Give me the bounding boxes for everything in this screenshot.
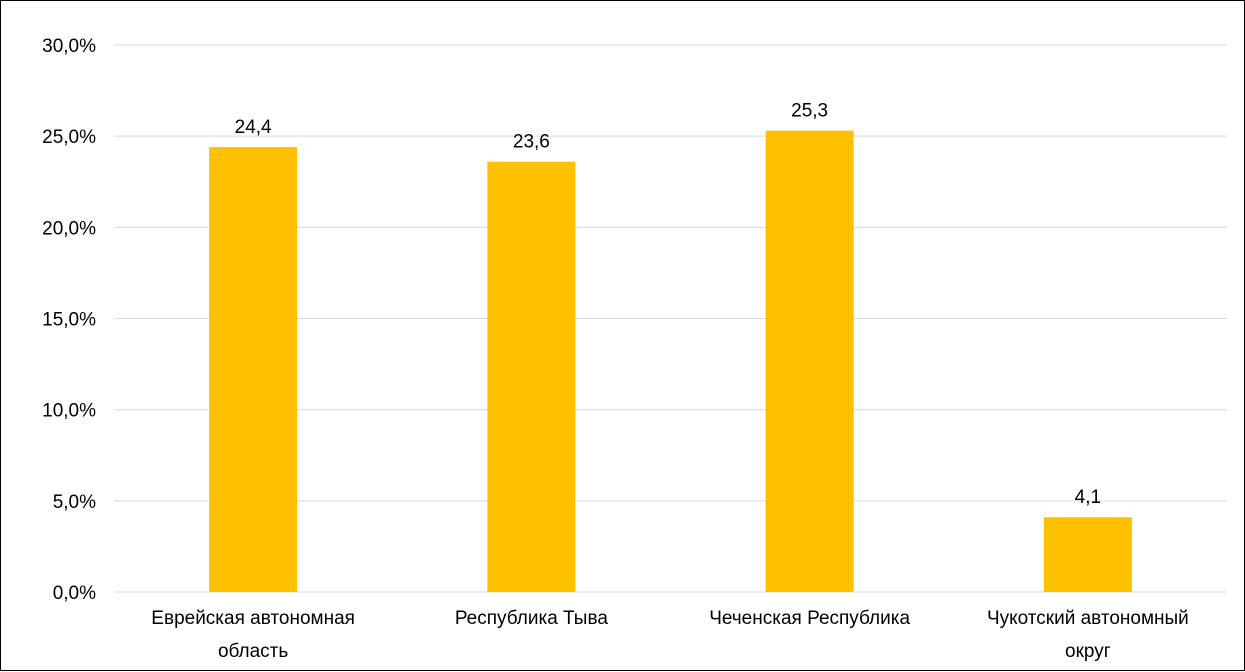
data-label: 25,3: [791, 101, 828, 122]
y-tick-label: 30,0%: [42, 36, 96, 57]
y-tick-label: 20,0%: [42, 218, 96, 239]
x-axis-category-labels: Еврейская автономная область Республика Ты…: [151, 608, 1189, 662]
category-label: Еврейская автономная: [151, 608, 355, 629]
gridlines: [114, 44, 1227, 593]
y-tick-label: 0,0%: [53, 583, 96, 604]
data-label: 24,4: [235, 117, 272, 138]
data-label: 23,6: [513, 132, 550, 153]
y-axis-tick-labels: 0,0% 5,0% 10,0% 15,0% 20,0% 25,0% 30,0%: [42, 36, 96, 604]
bar: [487, 161, 576, 592]
category-label: Чеченская Республика: [709, 608, 910, 629]
category-label: округ: [1065, 641, 1111, 662]
bars: [209, 130, 1132, 593]
category-label: Чукотский автономный: [987, 608, 1189, 629]
y-tick-label: 5,0%: [53, 492, 96, 513]
category-label: область: [218, 641, 288, 662]
data-label: 4,1: [1075, 487, 1101, 508]
y-tick-label: 10,0%: [42, 401, 96, 422]
y-tick-label: 25,0%: [42, 127, 96, 148]
bar: [765, 130, 854, 593]
category-label: Республика Тыва: [455, 608, 609, 629]
y-tick-label: 15,0%: [42, 310, 96, 331]
bar: [1043, 517, 1132, 592]
data-labels: 24,4 23,6 25,3 4,1: [235, 101, 1101, 509]
bar: [209, 147, 298, 592]
